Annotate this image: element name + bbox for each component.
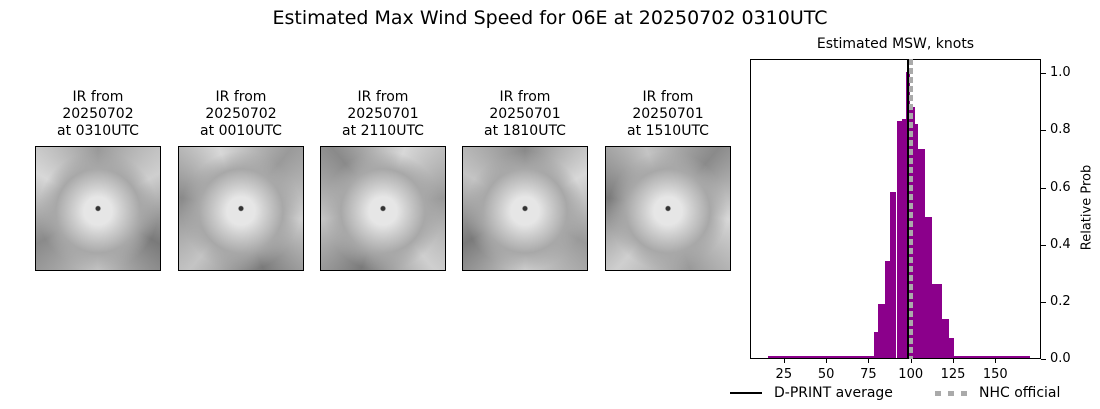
legend-item-nhc: NHC official — [935, 385, 1060, 401]
figure-title: Estimated Max Wind Speed for 06E at 2025… — [272, 7, 828, 29]
x-tick-label: 125 — [940, 367, 966, 382]
histogram-bar — [918, 149, 926, 358]
x-tick — [953, 359, 955, 363]
ir-caption: IR from 20250702 at 0010UTC — [200, 89, 282, 139]
x-tick — [868, 359, 870, 363]
y-tick — [1041, 187, 1046, 189]
y-tick-label: 0.6 — [1050, 179, 1071, 195]
ir-caption: IR from 20250701 at 1810UTC — [484, 89, 566, 139]
x-tick-label: 75 — [860, 367, 877, 382]
y-tick-label: 0.8 — [1050, 122, 1071, 138]
ir-caption: IR from 20250701 at 1510UTC — [627, 89, 709, 139]
y-axis-title: Relative Prob — [1079, 164, 1095, 251]
histogram-bar — [767, 356, 874, 358]
ir-panel: IR from 20250702 at 0310UTC — [35, 89, 161, 271]
y-tick — [1041, 359, 1046, 360]
y-tick-label: 1.0 — [1050, 65, 1071, 81]
y-tick-label: 0.4 — [1050, 236, 1071, 252]
ir-panel: IR from 20250701 at 1810UTC — [462, 89, 588, 271]
ir-satellite-image — [320, 146, 446, 271]
ir-satellite-image — [605, 146, 731, 271]
x-tick — [783, 359, 785, 363]
legend-item-dprint: D-PRINT average — [730, 385, 893, 401]
ir-panel: IR from 20250701 at 1510UTC — [605, 89, 731, 271]
nhc-official-line — [908, 59, 913, 359]
ir-satellite-image — [35, 146, 161, 271]
histogram-bar — [915, 123, 919, 358]
histogram-bar — [896, 120, 902, 358]
solid-line-icon — [730, 392, 762, 394]
histogram-bar — [889, 192, 897, 358]
x-tick-label: 150 — [982, 367, 1008, 382]
histogram-bar — [954, 356, 1031, 358]
ir-panel: IR from 20250702 at 0010UTC — [178, 89, 304, 271]
x-tick — [995, 359, 997, 363]
x-tick-label: 50 — [817, 367, 835, 382]
histogram-bar — [877, 303, 885, 358]
y-tick — [1041, 244, 1046, 246]
dotted-line-icon — [935, 390, 967, 396]
chart-title: Estimated MSW, knots — [816, 36, 975, 52]
histogram-bar — [901, 119, 906, 358]
y-tick-label: 0.0 — [1050, 351, 1071, 366]
histogram-bar — [873, 332, 878, 358]
y-tick-label: 0.2 — [1050, 293, 1071, 309]
ir-panel: IR from 20250701 at 2110UTC — [320, 89, 446, 271]
ir-satellite-image — [178, 146, 304, 271]
y-tick — [1041, 301, 1046, 303]
ir-satellite-image — [462, 146, 588, 271]
histogram-bar — [932, 283, 943, 358]
dprint-average-line — [907, 59, 910, 359]
x-tick-label: 100 — [898, 367, 924, 382]
ir-caption: IR from 20250701 at 2110UTC — [342, 89, 424, 139]
histogram-bar — [942, 319, 949, 358]
histogram-bar — [925, 216, 933, 358]
x-tick-label: 25 — [775, 367, 793, 382]
y-tick — [1041, 130, 1046, 132]
histogram-bar — [948, 338, 954, 358]
x-tick — [910, 359, 912, 363]
histogram-bar — [884, 260, 890, 358]
ir-caption: IR from 20250702 at 0310UTC — [57, 89, 139, 139]
y-tick — [1041, 73, 1046, 75]
x-tick — [826, 359, 828, 363]
histogram-plot — [750, 59, 1041, 359]
